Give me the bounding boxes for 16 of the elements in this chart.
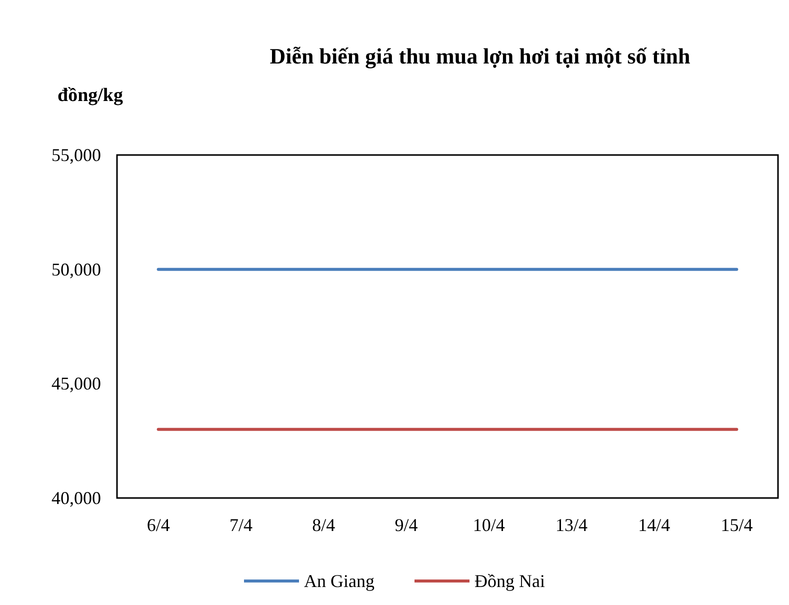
x-tick-label: 10/4 — [472, 515, 505, 535]
x-tick-label: 9/4 — [394, 515, 418, 535]
legend-label: Đồng Nai — [474, 571, 545, 591]
x-tick-label: 7/4 — [229, 515, 252, 535]
x-tick-label: 6/4 — [146, 515, 170, 535]
x-tick-label: 15/4 — [720, 515, 753, 535]
legend-label: An Giang — [304, 571, 375, 591]
y-tick-label: 55,000 — [52, 145, 101, 165]
x-tick-label: 14/4 — [638, 515, 670, 535]
x-tick-label: 13/4 — [555, 515, 588, 535]
chart-title: Diễn biến giá thu mua lợn hơi tại một số tỉnh — [270, 44, 690, 68]
y-tick-label: 40,000 — [52, 488, 101, 508]
y-tick-label: 45,000 — [52, 374, 101, 394]
x-tick-label: 8/4 — [312, 515, 336, 535]
y-tick-label: 50,000 — [52, 259, 101, 280]
y-axis-title: đồng/kg — [58, 85, 124, 106]
